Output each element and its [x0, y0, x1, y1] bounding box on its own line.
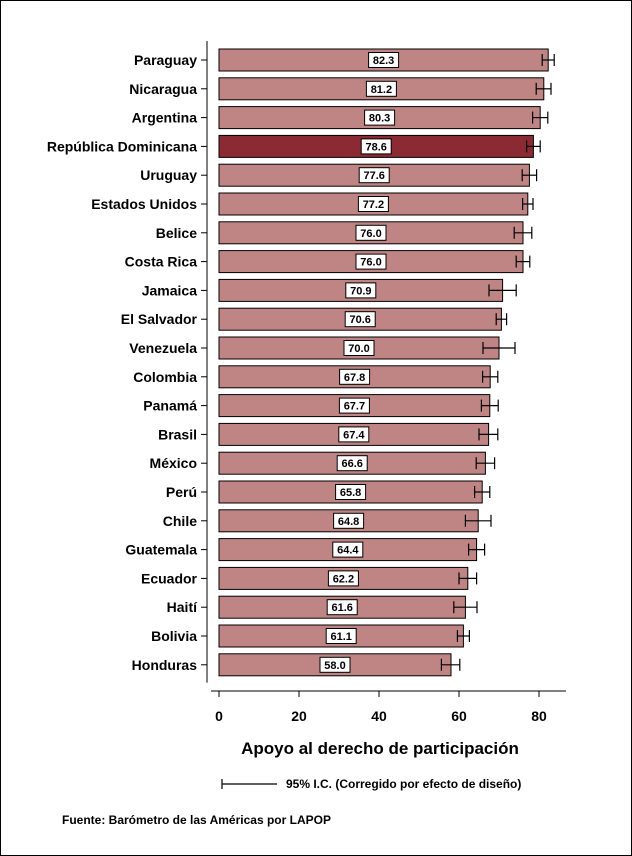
value-label-box [358, 167, 390, 184]
value-label-box [364, 109, 396, 126]
value-label: 67.4 [343, 429, 365, 441]
value-label: 76.0 [360, 257, 381, 269]
category-label: Paraguay [134, 52, 197, 68]
category-label: Bolivia [151, 628, 197, 644]
category-label: Ecuador [141, 570, 198, 586]
value-label-box [336, 455, 368, 472]
value-label: 61.1 [330, 631, 351, 643]
value-label-box [333, 512, 365, 529]
category-label: Costa Rica [125, 254, 198, 270]
category-label: El Salvador [121, 311, 198, 327]
x-tick-label: 0 [215, 708, 223, 724]
category-label: Nicaragua [129, 81, 197, 97]
x-axis-label: Apoyo al derecho de participación [241, 739, 519, 758]
value-label-box [368, 52, 400, 68]
value-label-box [326, 599, 358, 616]
value-label-box [325, 628, 357, 644]
category-label: Venezuela [129, 340, 197, 356]
value-label: 58.0 [324, 660, 345, 672]
value-label: 81.2 [371, 84, 392, 96]
category-label: Belice [156, 225, 197, 241]
value-label-box [338, 426, 370, 443]
value-label-box [357, 196, 389, 212]
value-label-box [355, 253, 387, 270]
category-label: Estados Unidos [91, 196, 197, 212]
value-label-box [365, 80, 397, 97]
category-label: República Dominicana [47, 138, 197, 154]
value-label: 70.9 [350, 285, 371, 297]
value-label: 78.6 [365, 141, 386, 153]
category-label: Guatemala [125, 542, 197, 558]
value-label: 82.3 [373, 55, 394, 67]
source-note: Fuente: Barómetro de las Américas por LA… [62, 813, 331, 827]
value-label-box [345, 282, 377, 299]
category-label: Colombia [133, 369, 197, 385]
legend: 95% I.C. (Corregido por efecto de diseño… [221, 777, 521, 791]
value-label: 64.4 [337, 545, 359, 557]
value-label-box [338, 397, 370, 414]
value-label-box [339, 368, 371, 385]
category-label: Brasil [158, 426, 197, 442]
category-label: Chile [163, 513, 197, 529]
value-label: 67.7 [344, 401, 365, 413]
category-label: Haití [167, 599, 198, 615]
value-label: 70.0 [348, 343, 369, 355]
value-label: 70.6 [349, 314, 370, 326]
value-label-box [332, 541, 364, 558]
x-tick-label: 80 [531, 708, 547, 724]
category-label: Panamá [143, 398, 197, 414]
x-axis: 0 20 40 60 80 [211, 690, 566, 724]
value-label-box [360, 138, 392, 155]
legend-label: 95% I.C. (Corregido por efecto de diseño… [286, 777, 521, 791]
value-label: 61.6 [331, 602, 352, 614]
value-label: 76.0 [360, 228, 381, 240]
category-label: Jamaica [142, 282, 197, 298]
value-label-box [335, 484, 367, 500]
x-tick-label: 20 [291, 708, 307, 724]
value-label: 62.2 [333, 573, 354, 585]
x-tick-label: 60 [451, 708, 467, 724]
value-label-box [319, 656, 351, 673]
value-label-box [343, 340, 375, 356]
value-label: 77.6 [363, 170, 384, 182]
value-label: 64.8 [338, 516, 359, 528]
category-label: México [150, 455, 197, 471]
value-label-box [344, 311, 376, 328]
category-label: Uruguay [140, 167, 197, 183]
value-label-box [355, 224, 387, 241]
category-label: Honduras [132, 657, 198, 673]
category-label: Perú [166, 484, 197, 500]
x-tick-label: 40 [371, 708, 387, 724]
bars-layer: Paraguay 82.3 Nicaragua 81.2 Argentina 80.3 Re… [47, 41, 555, 683]
value-label: 80.3 [369, 113, 390, 125]
value-label: 65.8 [340, 487, 361, 499]
value-label: 66.6 [341, 458, 362, 470]
value-label: 67.8 [344, 372, 365, 384]
value-label-box [327, 570, 359, 587]
value-label: 77.2 [363, 199, 384, 211]
category-label: Argentina [132, 110, 198, 126]
